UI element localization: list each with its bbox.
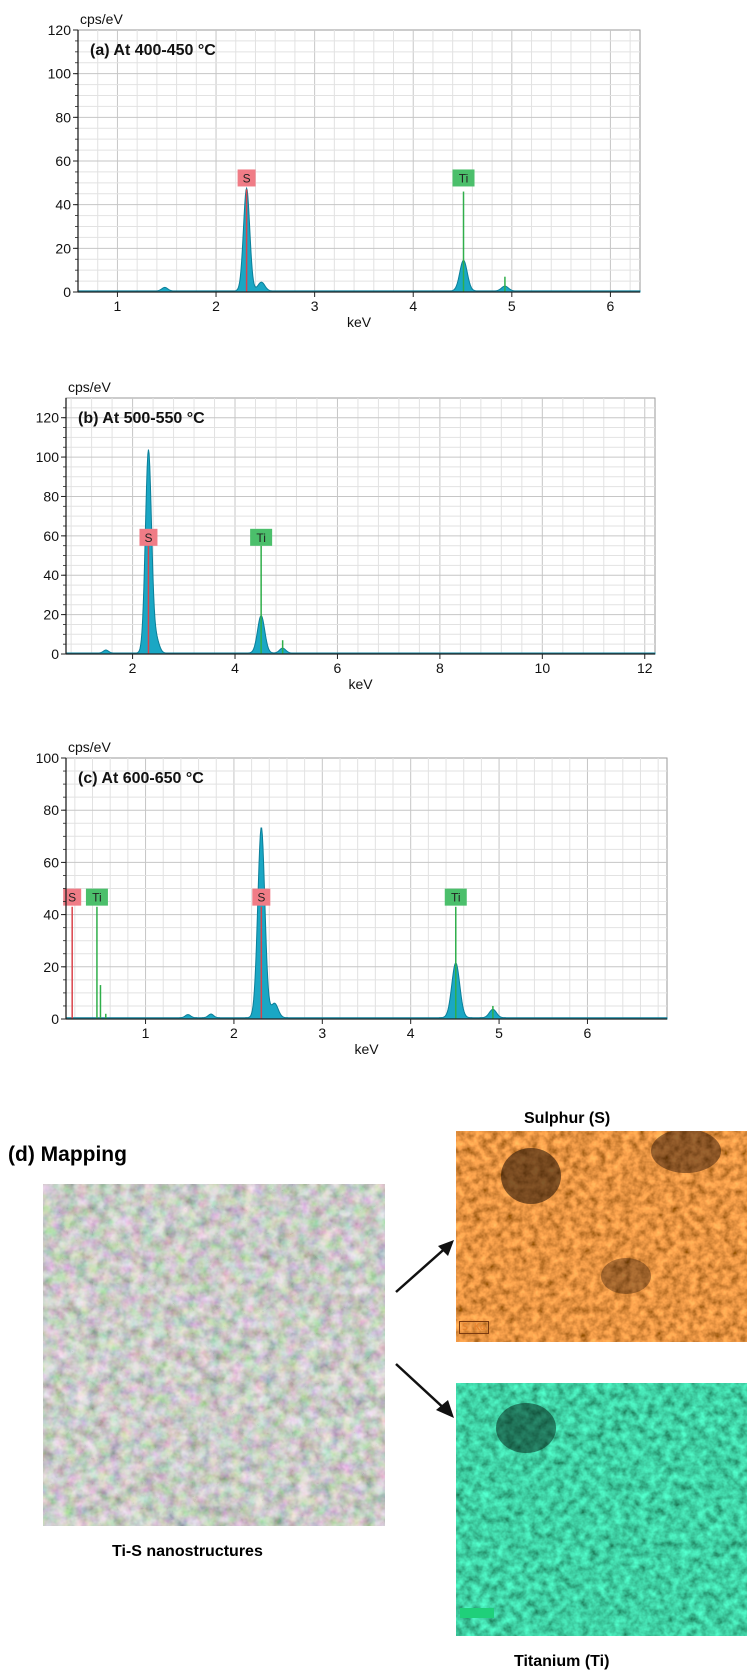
y-tick-label: 100 xyxy=(36,449,60,465)
y-tick-label: 0 xyxy=(51,646,59,662)
element-marker-label: S xyxy=(68,891,76,905)
x-axis-label: keV xyxy=(347,314,372,330)
y-tick-label: 0 xyxy=(63,284,71,300)
arrow-to-sulphur xyxy=(395,1240,454,1293)
y-unit-label: cps/eV xyxy=(68,739,111,755)
x-tick-label: 4 xyxy=(409,298,417,314)
x-tick-label: 1 xyxy=(114,298,122,314)
x-tick-label: 4 xyxy=(407,1025,415,1041)
element-marker-ti xyxy=(452,169,475,187)
element-marker-ti xyxy=(85,888,108,906)
y-tick-label: 20 xyxy=(43,607,59,623)
x-tick-label: 2 xyxy=(212,298,220,314)
x-tick-label: 3 xyxy=(318,1025,326,1041)
x-tick-label: 10 xyxy=(535,660,551,676)
eds-spectrum-b: S Ti 0 20 40 60 80 100 120 2 4 6 8 10 12 cps/eV keV (b) A… xyxy=(36,379,656,692)
y-tick-label: 0 xyxy=(51,1011,59,1027)
y-tick-label: 20 xyxy=(55,240,71,256)
sulphur-map-title: Sulphur (S) xyxy=(524,1110,611,1127)
y-tick-label: 20 xyxy=(43,959,59,975)
element-marker-label: S xyxy=(144,531,152,545)
element-marker-s xyxy=(139,528,158,546)
spectrum-area xyxy=(65,449,656,655)
element-marker-s xyxy=(252,888,271,906)
panel-label: (c) At 600-650 °C xyxy=(78,770,204,787)
element-marker-label: S xyxy=(243,171,251,185)
y-tick-label: 40 xyxy=(55,197,71,213)
y-tick-label: 80 xyxy=(43,802,59,818)
eds-spectrum-c: S Ti S Ti 0 20 40 60 80 100 1 2 3 4 5 6 cps/eV keV (c) At … xyxy=(36,739,668,1057)
x-tick-label: 4 xyxy=(231,660,239,676)
y-tick-label: 60 xyxy=(43,854,59,870)
spectrum-area xyxy=(65,827,668,1020)
element-marker-ti xyxy=(444,888,467,906)
element-marker-label: Ti xyxy=(256,531,266,545)
y-tick-label: 60 xyxy=(55,153,71,169)
y-tick-label: 100 xyxy=(36,750,60,766)
y-tick-label: 100 xyxy=(48,66,72,82)
composite-caption: Ti-S nanostructures xyxy=(112,1543,263,1560)
x-axis-label: keV xyxy=(354,1041,379,1057)
x-tick-label: 8 xyxy=(436,660,444,676)
arrow-to-titanium xyxy=(395,1363,454,1418)
y-unit-label: cps/eV xyxy=(68,379,111,395)
y-tick-label: 60 xyxy=(43,528,59,544)
titanium-tag-swatch xyxy=(460,1608,494,1618)
x-tick-label: 6 xyxy=(334,660,342,676)
sulphur-tag: S Kα xyxy=(459,1321,490,1334)
x-tick-label: 2 xyxy=(129,660,137,676)
x-tick-label: 2 xyxy=(230,1025,238,1041)
y-tick-label: 80 xyxy=(55,109,71,125)
composite-map-image xyxy=(43,1184,385,1526)
x-tick-label: 6 xyxy=(607,298,615,314)
x-tick-label: 12 xyxy=(637,660,653,676)
x-tick-label: 3 xyxy=(311,298,319,314)
element-marker-label: Ti xyxy=(459,171,469,185)
x-tick-label: 5 xyxy=(508,298,516,314)
panel-label: (a) At 400-450 °C xyxy=(90,42,216,59)
sulphur-map-image xyxy=(456,1131,747,1342)
eds-spectrum-a: S Ti 0 20 40 60 80 100 120 1 2 3 4 5 6 cps/eV keV (a) At … xyxy=(48,11,641,330)
x-axis-label: keV xyxy=(348,676,373,692)
element-marker-s xyxy=(63,888,82,906)
y-tick-label: 120 xyxy=(48,22,72,38)
x-tick-label: 1 xyxy=(142,1025,150,1041)
y-tick-label: 120 xyxy=(36,410,60,426)
element-marker-ti xyxy=(250,528,273,546)
y-tick-label: 40 xyxy=(43,567,59,583)
element-marker-label: Ti xyxy=(451,891,461,905)
x-tick-label: 6 xyxy=(584,1025,592,1041)
spectrum-area xyxy=(77,186,641,293)
element-marker-label: S xyxy=(257,891,265,905)
panel-label: (b) At 500-550 °C xyxy=(78,410,205,427)
y-tick-label: 40 xyxy=(43,907,59,923)
mapping-title: (d) Mapping xyxy=(8,1143,127,1166)
y-tick-label: 80 xyxy=(43,488,59,504)
titanium-map-title: Titanium (Ti) xyxy=(514,1653,610,1670)
element-marker-label: Ti xyxy=(92,891,102,905)
titanium-map-image xyxy=(456,1383,747,1636)
element-marker-s xyxy=(237,169,256,187)
y-unit-label: cps/eV xyxy=(80,11,123,27)
x-tick-label: 5 xyxy=(495,1025,503,1041)
